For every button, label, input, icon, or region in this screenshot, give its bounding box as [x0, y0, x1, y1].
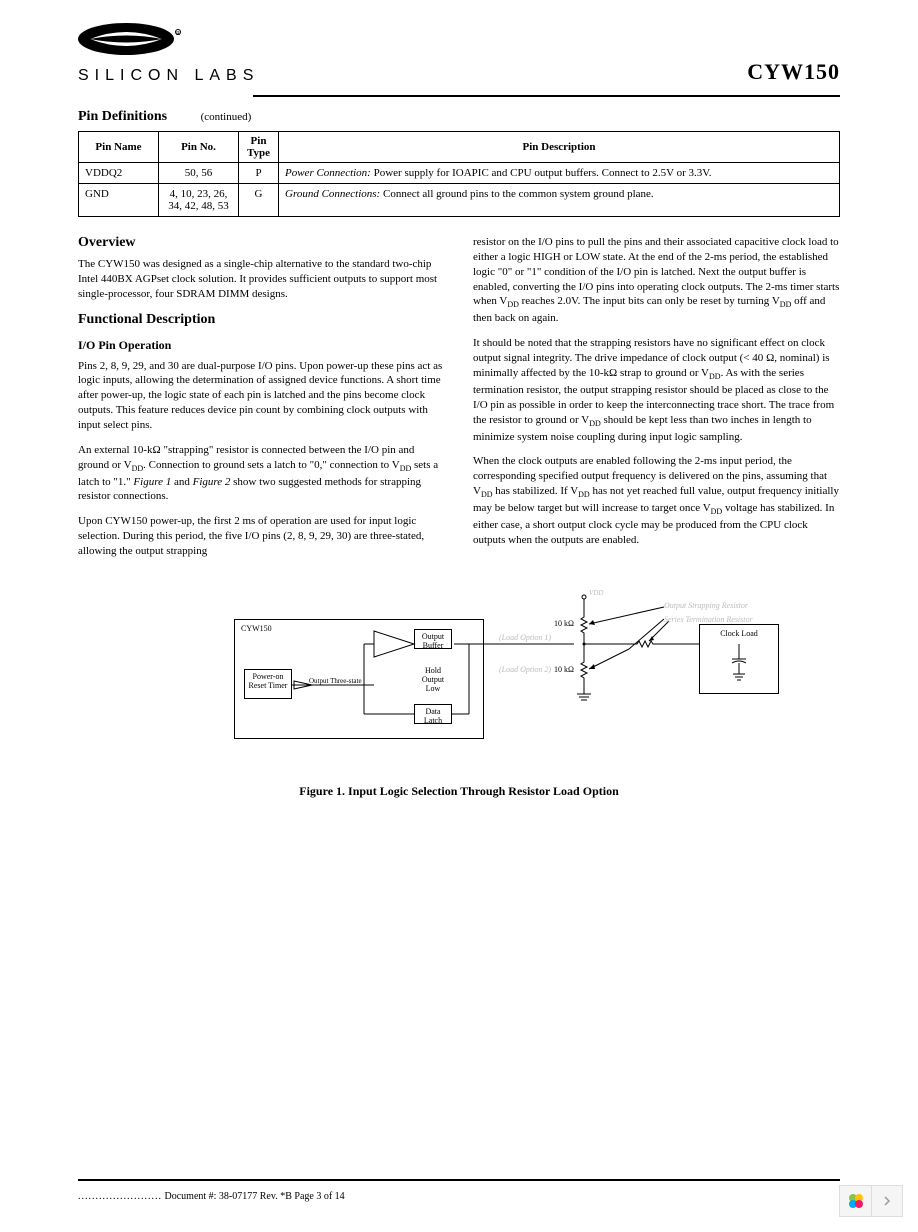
silicon-labs-icon: R: [78, 20, 228, 65]
table-row: GND 4, 10, 23, 26, 34, 42, 48, 53 G Grou…: [79, 184, 840, 217]
nav-next-button[interactable]: [871, 1185, 903, 1217]
pin-definitions-section: Pin Definitions (continued) Pin Name Pin…: [78, 109, 840, 217]
col2-p1: resistor on the I/O pins to pull the pin…: [473, 235, 840, 326]
svg-text:R: R: [176, 31, 180, 37]
io-p1: Pins 2, 8, 9, 29, and 30 are dual-purpos…: [78, 359, 445, 433]
col2-p3: When the clock outputs are enabled follo…: [473, 454, 840, 547]
chevron-right-icon: [882, 1196, 892, 1206]
page-nav-widget: [839, 1185, 903, 1217]
vdd-label: VDD: [589, 589, 603, 597]
series-term-label: Series Termination Resistor: [664, 615, 753, 624]
circuit-diagram: CYW150 Power-on Reset Timer Output Three…: [134, 589, 784, 769]
table-row: VDDQ2 50, 56 P Power Connection: Power s…: [79, 163, 840, 184]
output-buffer-box: Output Buffer: [414, 629, 452, 649]
io-p3: Upon CYW150 power-up, the first 2 ms of …: [78, 514, 445, 559]
flower-icon: [846, 1191, 866, 1211]
page-header: R SILICON LABS CYW150: [78, 20, 840, 85]
hold-low-box: Hold Output Low: [414, 664, 452, 694]
right-column: resistor on the I/O pins to pull the pin…: [473, 235, 840, 569]
overview-title: Overview: [78, 235, 445, 251]
col-pin-desc: Pin Description: [279, 132, 840, 163]
header-divider: [253, 95, 840, 97]
footer-divider: [78, 1179, 840, 1181]
col2-p2: It should be noted that the strapping re…: [473, 336, 840, 444]
load-opt2-label: (Load Option 2): [499, 665, 551, 674]
part-number: CYW150: [747, 59, 840, 85]
load-opt1-label: (Load Option 1): [499, 633, 551, 642]
col-pin-no: Pin No.: [159, 132, 239, 163]
overview-text: The CYW150 was designed as a single-chip…: [78, 257, 445, 302]
output-strap-label: Output Strapping Resistor: [664, 601, 748, 610]
col-pin-name: Pin Name: [79, 132, 159, 163]
two-column-body: Overview The CYW150 was designed as a si…: [78, 235, 840, 569]
col-pin-type: Pin Type: [239, 132, 279, 163]
data-latch-box: Data Latch: [414, 704, 452, 724]
functional-title: Functional Description: [78, 312, 445, 328]
company-logo: R SILICON LABS: [78, 20, 259, 85]
pin-definitions-table: Pin Name Pin No. Pin Type Pin Descriptio…: [78, 131, 840, 217]
r10k-top: 10 kΩ: [554, 619, 574, 628]
nav-home-button[interactable]: [839, 1185, 871, 1217]
figure-1: CYW150 Power-on Reset Timer Output Three…: [78, 589, 840, 799]
clock-load-box: Clock Load: [699, 624, 779, 694]
page-footer: ........................ Document #: 38-…: [78, 1191, 840, 1202]
company-name: SILICON LABS: [78, 67, 259, 85]
io-pin-title: I/O Pin Operation: [78, 338, 445, 353]
figure-1-caption: Figure 1. Input Logic Selection Through …: [78, 784, 840, 799]
power-on-box: Power-on Reset Timer: [244, 669, 292, 699]
pin-definitions-title: Pin Definitions (continued): [78, 109, 840, 125]
io-p2: An external 10-kΩ "strapping" resistor i…: [78, 443, 445, 505]
r10k-bot: 10 kΩ: [554, 665, 574, 674]
three-state-label: Output Three-state: [309, 677, 362, 685]
continued-label: (continued): [201, 111, 252, 123]
left-column: Overview The CYW150 was designed as a si…: [78, 235, 445, 569]
